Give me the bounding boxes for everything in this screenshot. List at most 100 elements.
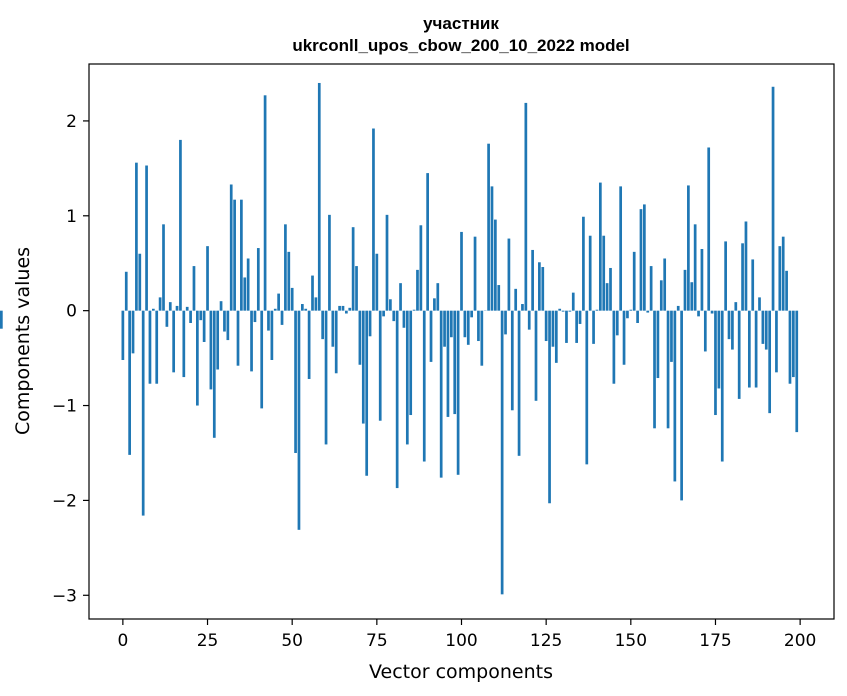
x-tick-label: 200 xyxy=(784,631,816,651)
bar-9 xyxy=(151,308,155,311)
bar-129 xyxy=(558,308,562,311)
bar-26 xyxy=(209,310,213,390)
bar-175 xyxy=(714,310,717,416)
bar-100 xyxy=(460,231,463,311)
bar-168 xyxy=(690,282,694,311)
bar-112 xyxy=(500,310,504,595)
bar-179 xyxy=(727,310,731,340)
bar-139 xyxy=(592,310,595,344)
bar-105 xyxy=(477,310,480,342)
bar-85 xyxy=(409,310,413,416)
bar-165 xyxy=(680,310,683,501)
bar-124 xyxy=(541,267,545,311)
x-tick-label: 150 xyxy=(615,631,647,651)
bar-40 xyxy=(256,248,260,311)
bar-7 xyxy=(145,165,148,311)
plot-frame xyxy=(88,63,835,620)
bar-17 xyxy=(179,139,182,311)
bar-195 xyxy=(781,236,785,311)
bar-54 xyxy=(304,308,308,311)
bar-44 xyxy=(270,310,274,360)
bar-137 xyxy=(585,310,589,465)
bar-128 xyxy=(554,310,558,363)
bar-172 xyxy=(703,310,707,352)
y-tick-label: −2 xyxy=(52,491,77,511)
bar-47 xyxy=(280,310,284,325)
bar-50 xyxy=(290,287,294,311)
bar-undefined xyxy=(0,310,3,329)
bar-169 xyxy=(693,224,697,311)
bar-120 xyxy=(527,310,531,330)
bar-122 xyxy=(534,310,538,401)
bar-87 xyxy=(416,269,419,311)
bar-113 xyxy=(504,310,507,335)
bar-178 xyxy=(724,241,727,311)
bar-72 xyxy=(365,310,369,476)
bar-136 xyxy=(582,216,585,311)
bar-114 xyxy=(507,238,511,311)
x-tick-label: 125 xyxy=(530,631,562,651)
bar-32 xyxy=(229,184,233,311)
bar-61 xyxy=(328,214,331,311)
bar-3 xyxy=(131,310,135,354)
bar-42 xyxy=(263,95,267,311)
bar-147 xyxy=(619,186,623,311)
bar-62 xyxy=(331,310,335,347)
bar-78 xyxy=(385,214,389,311)
bar-155 xyxy=(646,310,650,313)
bar-140 xyxy=(595,309,599,311)
bar-18 xyxy=(182,310,186,378)
bar-80 xyxy=(392,310,396,322)
x-axis-ticks: 0 25 50 75 100 125 150 175 200 xyxy=(117,619,816,651)
bar-52 xyxy=(297,310,301,530)
bar-198 xyxy=(792,310,795,378)
bar-92 xyxy=(433,298,436,311)
y-axis-label: Components values xyxy=(12,247,34,435)
bar-28 xyxy=(216,310,220,370)
bar-27 xyxy=(212,310,216,438)
bar-86 xyxy=(412,309,416,311)
bar-164 xyxy=(676,305,680,311)
bar-10 xyxy=(155,310,159,384)
bar-159 xyxy=(659,280,663,311)
bar-63 xyxy=(334,310,338,374)
bar-163 xyxy=(673,310,677,482)
bar-121 xyxy=(531,249,534,311)
bar-196 xyxy=(785,270,788,311)
bar-24 xyxy=(202,310,206,342)
bar-148 xyxy=(622,310,626,365)
bar-41 xyxy=(260,310,264,409)
bar-182 xyxy=(737,310,741,399)
bar-60 xyxy=(324,310,328,445)
x-tick-label: 0 xyxy=(117,631,128,651)
bar-43 xyxy=(267,310,270,331)
bar-104 xyxy=(473,236,477,311)
bar-84 xyxy=(405,310,409,445)
bar-15 xyxy=(172,310,176,373)
x-tick-label: 175 xyxy=(699,631,731,651)
bar-23 xyxy=(199,310,203,321)
bar-39 xyxy=(253,310,257,323)
bar-117 xyxy=(517,310,521,456)
bar-64 xyxy=(338,305,341,311)
bar-37 xyxy=(246,258,250,311)
bar-135 xyxy=(578,310,582,324)
bar-134 xyxy=(575,310,578,343)
bar-127 xyxy=(551,310,555,347)
y-tick-label: −1 xyxy=(52,397,77,417)
bar-157 xyxy=(653,310,656,429)
x-tick-label: 50 xyxy=(281,631,303,651)
bar-6 xyxy=(141,310,145,516)
y-tick-label: 0 xyxy=(66,302,77,322)
bar-116 xyxy=(514,288,518,311)
bar-170 xyxy=(697,310,700,317)
bar-0 xyxy=(121,310,125,360)
bar-36 xyxy=(243,277,247,311)
bar-74 xyxy=(372,128,375,311)
bar-150 xyxy=(629,309,633,311)
y-axis-ticks: −3 −2 −1 0 1 2 xyxy=(52,112,89,606)
bar-188 xyxy=(758,297,761,311)
bar-130 xyxy=(561,310,565,312)
bar-25 xyxy=(206,246,209,311)
chart-title: участник xyxy=(423,14,499,33)
